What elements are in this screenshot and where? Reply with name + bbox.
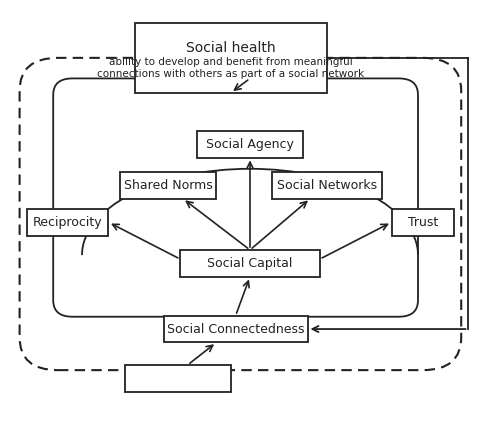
Text: Shared Norms: Shared Norms [124,179,213,192]
FancyBboxPatch shape [27,209,108,235]
FancyBboxPatch shape [392,209,454,235]
Text: Social health: Social health [186,41,276,55]
Text: Social Capital: Social Capital [208,257,292,270]
FancyBboxPatch shape [180,250,320,276]
FancyBboxPatch shape [120,172,216,199]
FancyBboxPatch shape [125,365,231,392]
FancyBboxPatch shape [197,131,303,158]
FancyBboxPatch shape [20,58,461,370]
Text: ability to develop and benefit from meaningful
connections with others as part o: ability to develop and benefit from mean… [97,57,364,79]
Text: Social Networks: Social Networks [276,179,377,192]
Text: Social Agency: Social Agency [206,138,294,151]
FancyBboxPatch shape [135,23,327,93]
FancyBboxPatch shape [272,172,382,199]
Text: Trust: Trust [408,216,438,229]
Text: Reciprocity: Reciprocity [33,216,102,229]
FancyBboxPatch shape [164,316,308,342]
FancyBboxPatch shape [53,78,418,317]
Text: Social Connectedness: Social Connectedness [167,323,304,336]
